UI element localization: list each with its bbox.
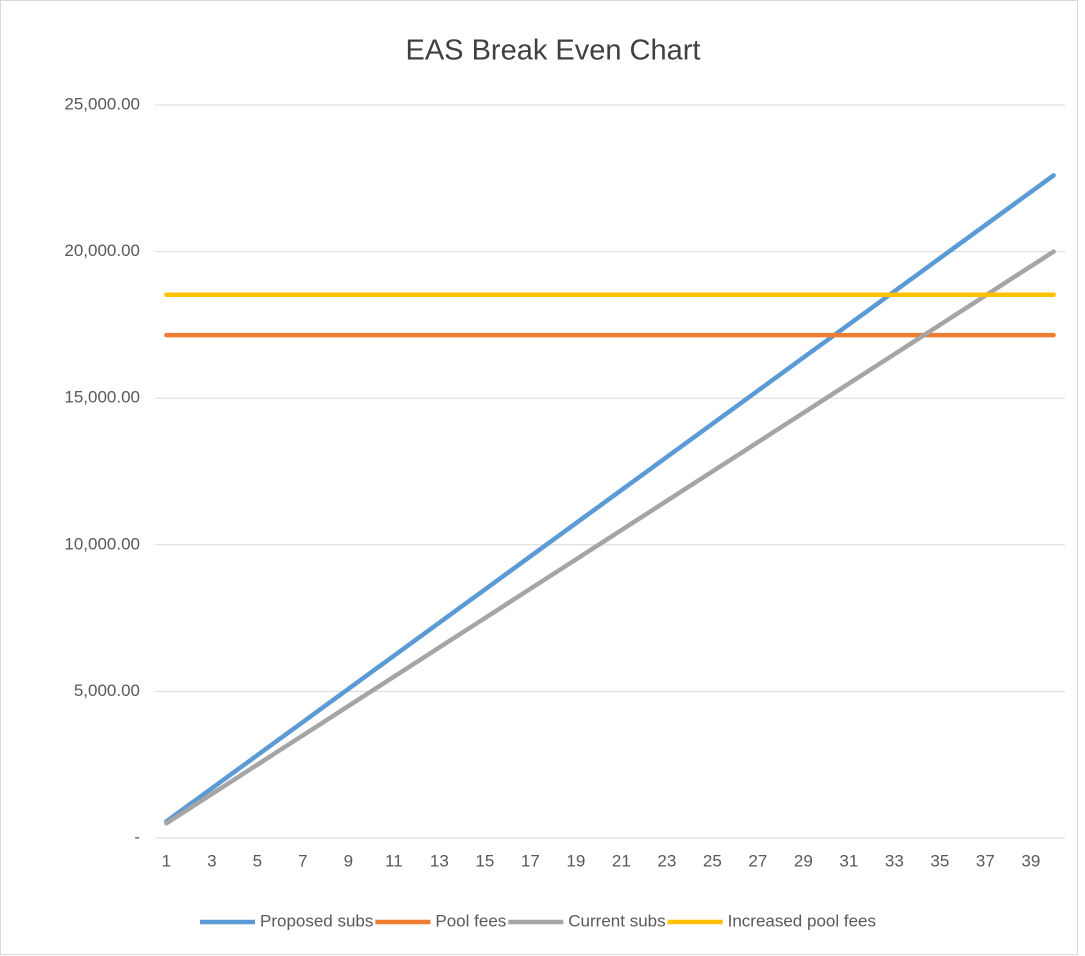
x-tick-label: 17: [521, 851, 540, 870]
x-tick-label: 35: [930, 851, 949, 870]
legend-label: Current subs: [568, 911, 665, 930]
x-tick-label: 37: [976, 851, 995, 870]
series-line: [164, 173, 1056, 824]
legend-label: Proposed subs: [260, 911, 373, 930]
x-tick-label: 25: [703, 851, 722, 870]
x-tick-label: 33: [885, 851, 904, 870]
y-tick-label: 5,000.00: [74, 681, 140, 700]
x-tick-label: 5: [253, 851, 262, 870]
legend-item: Pool fees: [375, 911, 506, 930]
x-tick-label: 13: [430, 851, 449, 870]
legend-item: Increased pool fees: [667, 911, 876, 930]
x-tick-label: 27: [748, 851, 767, 870]
x-tick-label: 39: [1021, 851, 1040, 870]
x-tick-label: 15: [475, 851, 494, 870]
y-tick-label: 15,000.00: [64, 388, 140, 407]
x-tick-label: 11: [385, 851, 403, 870]
legend-label: Pool fees: [435, 911, 506, 930]
legend-item: Proposed subs: [199, 911, 373, 930]
y-tick-label: -: [134, 827, 140, 846]
x-tick-label: 21: [612, 851, 631, 870]
y-tick-label: 10,000.00: [64, 534, 140, 553]
series-line: [164, 249, 1056, 826]
x-tick-label: 29: [794, 851, 813, 870]
x-tick-label: 1: [162, 851, 171, 870]
x-tick-label: 31: [839, 851, 858, 870]
x-tick-label: 9: [344, 851, 353, 870]
x-tick-label: 19: [566, 851, 585, 870]
legend-item: Current subs: [508, 911, 666, 930]
y-tick-label: 20,000.00: [64, 241, 140, 260]
x-tick-label: 23: [657, 851, 676, 870]
x-tick-label: 3: [207, 851, 216, 870]
legend-label: Increased pool fees: [728, 911, 876, 930]
y-tick-label: 25,000.00: [64, 94, 140, 113]
x-tick-label: 7: [298, 851, 307, 870]
chart-title: EAS Break Even Chart: [406, 35, 701, 67]
